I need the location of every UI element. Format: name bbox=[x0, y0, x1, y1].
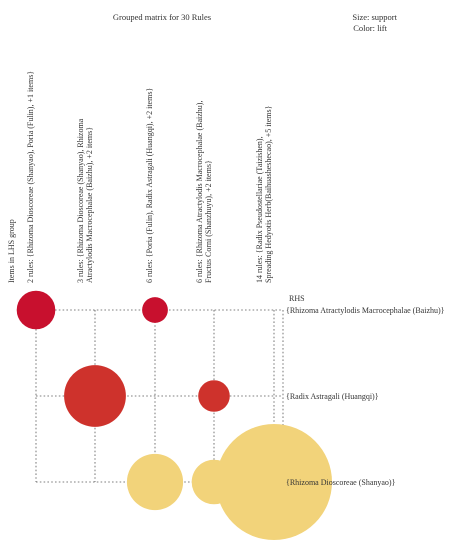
color-legend: Color: lift bbox=[353, 23, 387, 33]
bubble bbox=[126, 453, 184, 511]
lhs-group-label: 6 rules: {Poria (Fulin), Radix Astragali… bbox=[145, 88, 154, 283]
lhs-header: Items in LHS group bbox=[7, 219, 16, 283]
rhs-labels: {Rhizoma Atractylodis Macrocephalae (Bai… bbox=[286, 306, 445, 487]
rhs-item-label: {Radix Astragali (Huangqi)} bbox=[286, 392, 379, 401]
bubble bbox=[64, 365, 126, 427]
bubble bbox=[216, 424, 332, 540]
bubble bbox=[198, 380, 230, 412]
bubble bbox=[191, 459, 237, 505]
lhs-group-label: 2 rules: {Rhizoma Dioscoreae (Shanyao), … bbox=[26, 71, 35, 283]
lhs-group-label: 3 rules: {Rhizoma Dioscoreae (Shanyao), … bbox=[76, 118, 85, 283]
rhs-item-label: {Rhizoma Atractylodis Macrocephalae (Bai… bbox=[286, 306, 445, 315]
lhs-group-label: 6 rules: {Rhizoma Atractylodis Macroceph… bbox=[195, 101, 204, 283]
size-legend: Size: support bbox=[352, 12, 397, 22]
chart-title: Grouped matrix for 30 Rules bbox=[113, 12, 211, 22]
bubble bbox=[16, 290, 56, 330]
lhs-group-label: Fructus Corni (Shanzhuyu), +2 items} bbox=[204, 160, 213, 283]
lhs-group-label: Atractylodis Macrocephalae (Baizhu), +2 … bbox=[85, 127, 94, 283]
bubble-layer bbox=[16, 290, 332, 540]
lhs-group-label: Spreading Hedyotis Herb(Baihuasheshecao)… bbox=[264, 105, 273, 283]
lhs-labels: 2 rules: {Rhizoma Dioscoreae (Shanyao), … bbox=[26, 71, 273, 283]
rhs-header: RHS bbox=[289, 294, 305, 303]
rhs-item-label: {Rhizoma Dioscoreae (Shanyao)} bbox=[286, 478, 396, 487]
bubble bbox=[142, 297, 168, 323]
lhs-group-label: 14 rules: {Radix Pseudostellariae (Taizi… bbox=[255, 136, 264, 283]
